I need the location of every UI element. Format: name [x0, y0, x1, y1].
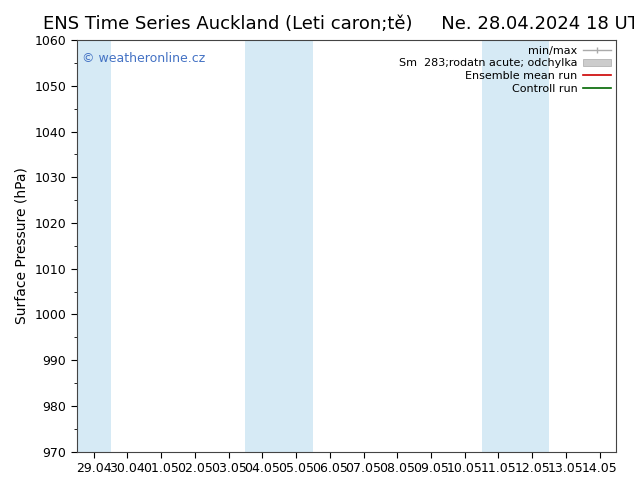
Title: ENS Time Series Auckland (Leti caron;tě)     Ne. 28.04.2024 18 UTC: ENS Time Series Auckland (Leti caron;tě)… [43, 15, 634, 33]
Bar [77, 40, 110, 452]
Bar [482, 40, 549, 452]
Bar [245, 40, 313, 452]
Text: © weatheronline.cz: © weatheronline.cz [82, 52, 205, 66]
Legend: min/max, Sm  283;rodatn acute; odchylka, Ensemble mean run, Controll run: min/max, Sm 283;rodatn acute; odchylka, … [399, 46, 611, 94]
Y-axis label: Surface Pressure (hPa): Surface Pressure (hPa) [15, 168, 29, 324]
